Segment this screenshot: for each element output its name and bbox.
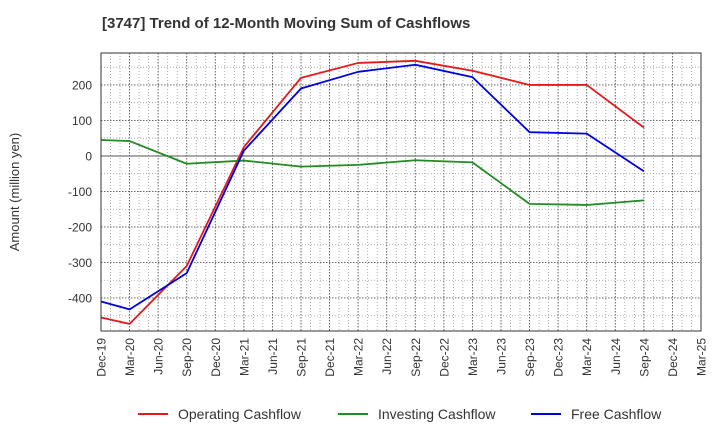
x-tick-label: Dec-22 xyxy=(437,338,451,377)
x-tick-label: Jun-22 xyxy=(380,338,394,375)
y-tick-labels: -400 -300 -200 -100 0 100 200 xyxy=(68,78,92,305)
x-tick-label: Mar-24 xyxy=(580,338,594,376)
legend: Operating Cashflow Investing Cashflow Free… xyxy=(138,406,662,422)
x-tick-label: Mar-21 xyxy=(237,338,251,376)
x-tick-label: Dec-20 xyxy=(209,338,223,377)
y-tick-label: -100 xyxy=(68,185,92,199)
x-tick-label: Jun-23 xyxy=(495,338,509,375)
x-tick-label: Jun-24 xyxy=(609,338,623,375)
y-tick-label: 200 xyxy=(72,78,92,92)
y-tick-label: -300 xyxy=(68,256,92,270)
legend-label-free-cashflow: Free Cashflow xyxy=(571,406,662,422)
x-tick-label: Dec-19 xyxy=(95,338,109,377)
legend-label-investing-cashflow: Investing Cashflow xyxy=(378,406,496,422)
grid-lines xyxy=(101,53,701,331)
y-tick-label: -400 xyxy=(68,291,92,305)
x-tick-label: Sep-24 xyxy=(637,338,651,377)
y-tick-label: 0 xyxy=(85,149,92,163)
y-tick-label: -200 xyxy=(68,220,92,234)
x-tick-label: Jun-21 xyxy=(266,338,280,375)
x-tick-label: Sep-20 xyxy=(180,338,194,377)
y-tick-label: 100 xyxy=(72,114,92,128)
series-line-investing-cashflow xyxy=(100,139,644,206)
legend-label-operating-cashflow: Operating Cashflow xyxy=(178,406,302,422)
plot-border xyxy=(100,52,702,332)
x-tick-label: Mar-23 xyxy=(466,338,480,376)
x-tick-label: Mar-20 xyxy=(123,338,137,376)
chart-title: [3747] Trend of 12-Month Moving Sum of C… xyxy=(102,15,471,32)
x-tick-label: Dec-21 xyxy=(323,338,337,377)
x-tick-label: Mar-25 xyxy=(695,338,709,376)
x-tick-label: Dec-24 xyxy=(666,338,680,377)
series-lines xyxy=(100,59,645,325)
x-tick-label: Sep-22 xyxy=(409,338,423,377)
plot-area xyxy=(101,53,701,331)
x-tick-labels: Dec-19 Mar-20 Jun-20 Sep-20 Dec-20 Mar-21 Jun-… xyxy=(95,338,709,377)
x-tick-label: Jun-20 xyxy=(152,338,166,375)
y-axis-label: Amount (million yen) xyxy=(7,133,22,252)
x-tick-label: Mar-22 xyxy=(352,338,366,376)
x-tick-label: Sep-21 xyxy=(295,338,309,377)
x-tick-label: Sep-23 xyxy=(523,338,537,377)
series-line-free-cashflow xyxy=(100,63,645,311)
x-tick-label: Dec-23 xyxy=(552,338,566,377)
